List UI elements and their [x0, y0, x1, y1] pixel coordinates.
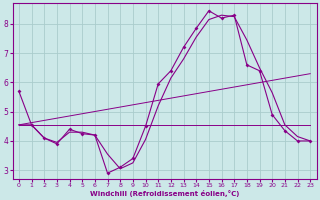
X-axis label: Windchill (Refroidissement éolien,°C): Windchill (Refroidissement éolien,°C) — [90, 190, 239, 197]
